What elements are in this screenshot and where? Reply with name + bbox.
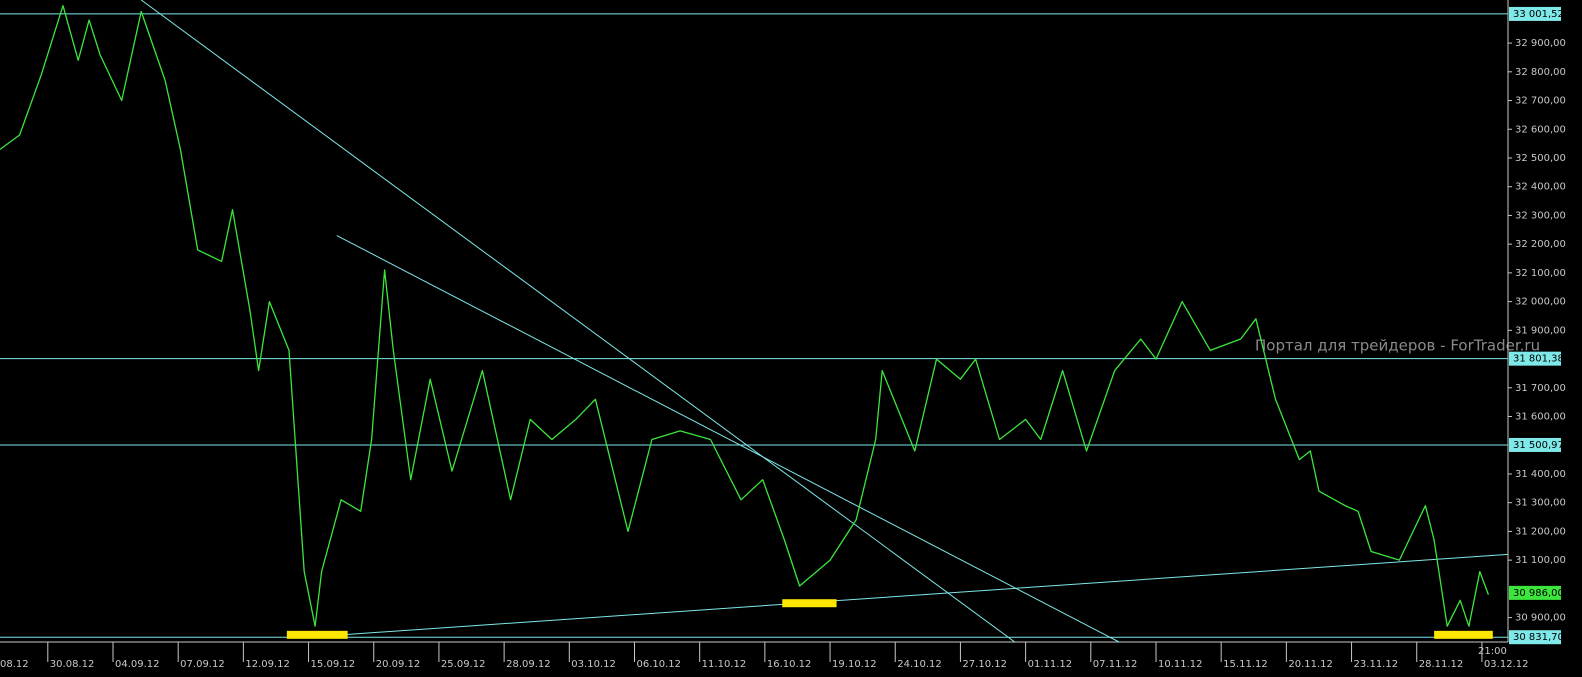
y-tick-label: 32 900,00 [1515, 38, 1566, 49]
y-tick-label: 31 600,00 [1515, 412, 1566, 423]
highlight-marker [1434, 630, 1493, 639]
level-label-bg [1509, 630, 1561, 645]
x-tick-label: 12.09.12 [245, 659, 290, 670]
level-label-bg [1509, 6, 1561, 21]
y-tick-label: 31 100,00 [1515, 555, 1566, 566]
y-tick-label: 30 900,00 [1515, 613, 1566, 624]
y-tick-label: 32 400,00 [1515, 182, 1566, 193]
x-tick-label: 07.11.12 [1093, 659, 1138, 670]
trend-line [341, 553, 1509, 636]
x-tick-label: 07.09.12 [180, 659, 225, 670]
level-label-bg [1509, 437, 1561, 452]
x-tick-label: 15.11.12 [1223, 659, 1268, 670]
y-tick-label: 32 600,00 [1515, 124, 1566, 135]
price-line [0, 5, 1490, 627]
y-tick-label: 32 000,00 [1515, 297, 1566, 308]
y-tick-label: 32 500,00 [1515, 153, 1566, 164]
y-tick-label: 31 300,00 [1515, 498, 1566, 509]
y-tick-label: 31 400,00 [1515, 469, 1566, 480]
x-tick-label: 19.10.12 [832, 659, 877, 670]
level-label: 33 001,52 [1513, 9, 1564, 20]
x-tick-label: 15.09.12 [311, 659, 356, 670]
last-price-bg [1509, 585, 1561, 600]
y-tick-label: 32 300,00 [1515, 210, 1566, 221]
x-tick-label: 04.09.12 [115, 659, 160, 670]
x-tick-label: 16.10.12 [767, 659, 812, 670]
trend-line [336, 235, 1120, 643]
highlight-marker [286, 630, 348, 639]
y-tick-label: 31 700,00 [1515, 383, 1566, 394]
level-label: 30 831,70 [1513, 632, 1564, 643]
x-tick-label: 11.10.12 [702, 659, 747, 670]
y-tick-label: 32 700,00 [1515, 96, 1566, 107]
x-tick-label: 23.11.12 [1354, 659, 1399, 670]
y-tick-label: 31 200,00 [1515, 526, 1566, 537]
watermark: Портал для трейдеров - ForTrader.ru [1255, 337, 1540, 355]
x-tick-label: 28.09.12 [506, 659, 551, 670]
x-tick-label: 30.08.12 [50, 659, 95, 670]
x-tick-label: 20.11.12 [1288, 659, 1333, 670]
x-tick-label: 03.12.12 [1484, 659, 1529, 670]
x-tick-label: 20.09.12 [376, 659, 421, 670]
x-tick-label: 10.11.12 [1158, 659, 1203, 670]
level-label: 31 500,97 [1513, 440, 1564, 451]
x-tick-label: 01.11.12 [1028, 659, 1073, 670]
y-tick-label: 32 800,00 [1515, 67, 1566, 78]
highlight-marker [782, 599, 837, 608]
x-tick-label: 03.10.12 [571, 659, 616, 670]
level-label-bg [1509, 351, 1561, 366]
y-tick-label: 32 100,00 [1515, 268, 1566, 279]
level-label: 31 801,38 [1513, 354, 1564, 365]
time-label: 21:00 [1478, 646, 1507, 657]
x-tick-label: 08.12 [0, 659, 29, 670]
y-tick-label: 31 900,00 [1515, 325, 1566, 336]
x-tick-label: 25.09.12 [441, 659, 486, 670]
trend-line [140, 0, 1016, 643]
x-tick-label: 24.10.12 [897, 659, 942, 670]
x-tick-label: 27.10.12 [962, 659, 1007, 670]
x-tick-label: 06.10.12 [636, 659, 681, 670]
last-price-label: 30 986,00 [1513, 588, 1564, 599]
y-tick-label: 32 200,00 [1515, 239, 1566, 250]
x-tick-label: 28.11.12 [1419, 659, 1464, 670]
